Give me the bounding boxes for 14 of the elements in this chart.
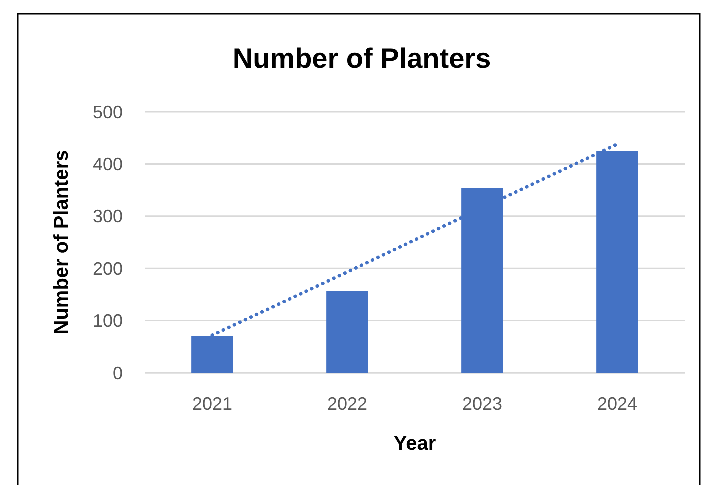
y-tick-label: 0 bbox=[112, 363, 123, 384]
y-tick-label: 400 bbox=[92, 154, 123, 174]
bar bbox=[326, 291, 368, 373]
x-tick-label: 2021 bbox=[192, 394, 233, 414]
y-tick-label: 300 bbox=[92, 206, 123, 227]
y-tick-label: 200 bbox=[92, 258, 123, 279]
x-axis-title: Year bbox=[394, 433, 436, 455]
y-tick-label: 500 bbox=[92, 102, 123, 122]
y-axis-title: Number of Planters bbox=[51, 150, 73, 335]
x-tick-label: 2023 bbox=[462, 394, 503, 414]
y-tick-label: 100 bbox=[92, 311, 123, 332]
x-tick-label: 2022 bbox=[327, 394, 368, 414]
x-tick-label: 2024 bbox=[597, 394, 638, 414]
chart-title: Number of Planters bbox=[232, 43, 492, 74]
